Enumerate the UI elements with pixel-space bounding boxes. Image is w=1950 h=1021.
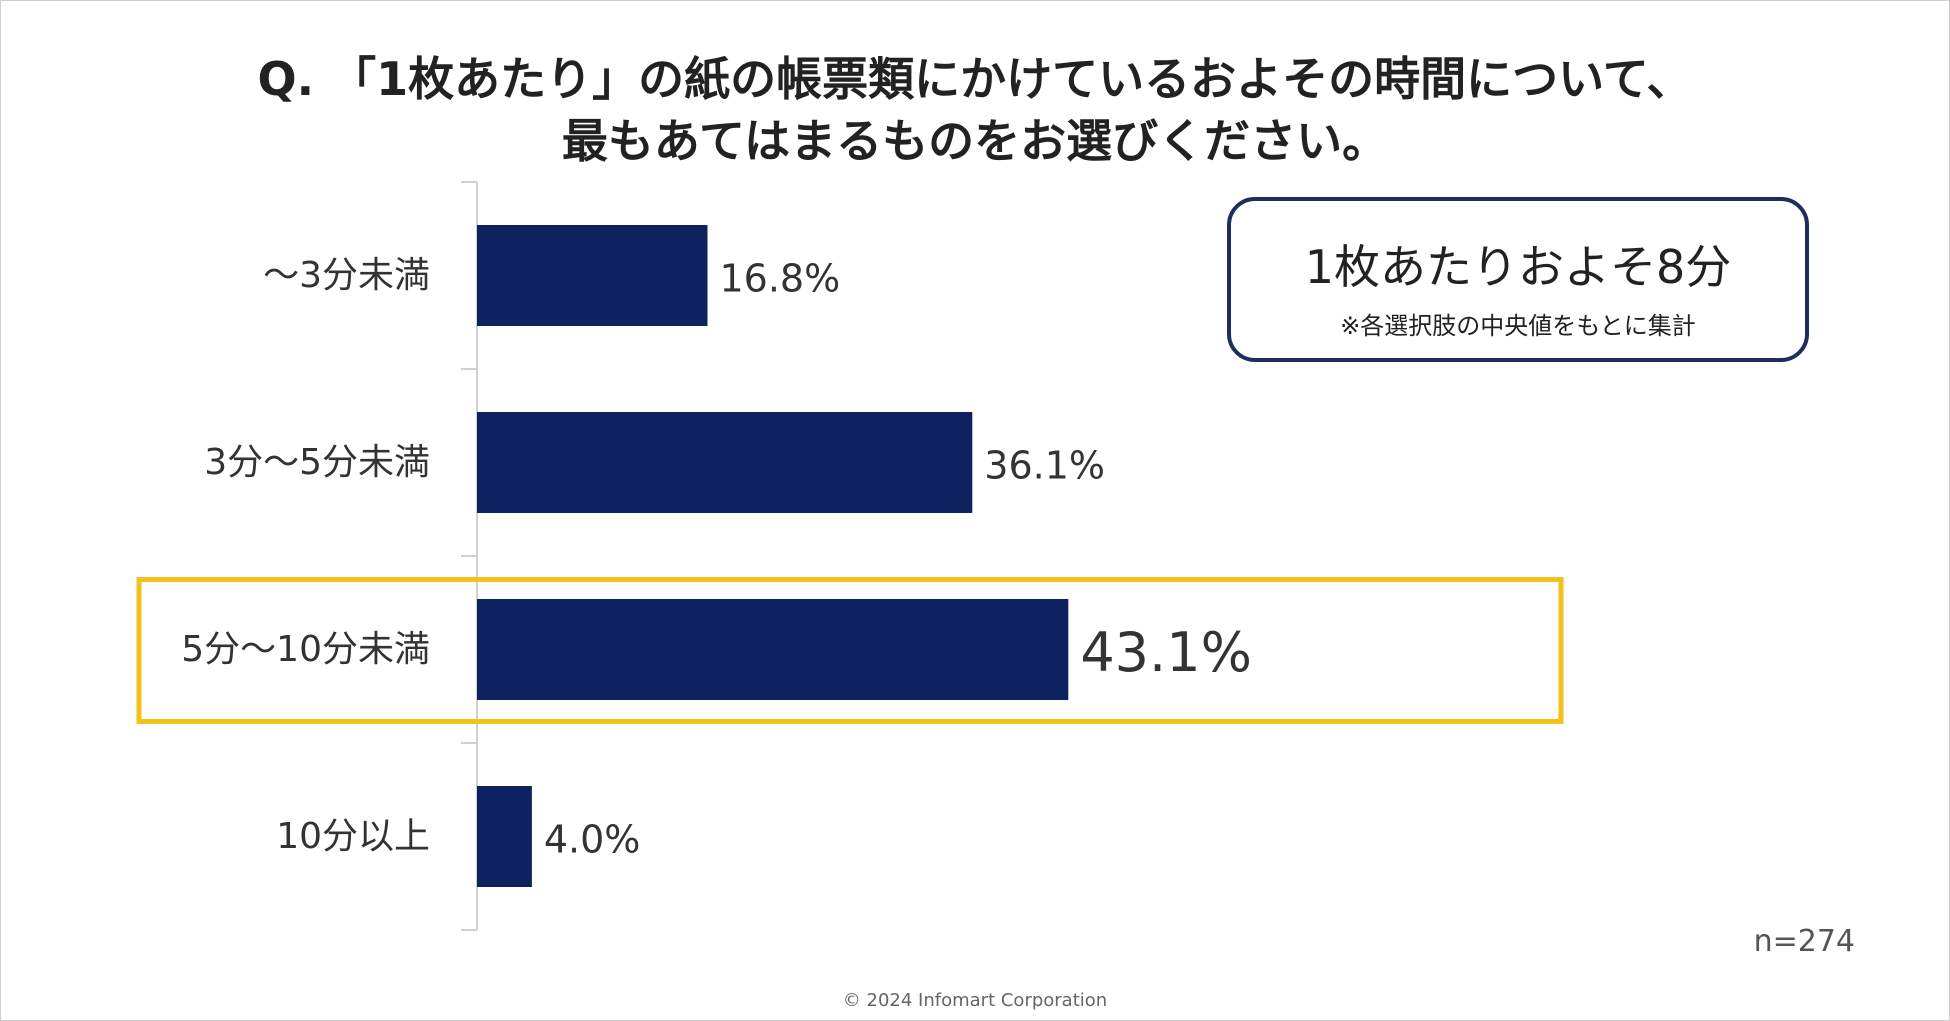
summary-callout: 1枚あたりおよそ8分 ※各選択肢の中央値をもとに集計 [1227, 197, 1809, 362]
callout-main-text: 1枚あたりおよそ8分 [1304, 240, 1732, 294]
bar [477, 786, 532, 887]
copyright-text: © 2024 Infomart Corporation [842, 990, 1108, 1011]
highlight-box [136, 577, 1564, 724]
bar [477, 225, 708, 326]
category-label: 〜3分未満 [263, 255, 430, 296]
category-label: 10分以上 [276, 816, 430, 857]
category-label: 3分〜5分未満 [204, 442, 430, 483]
bar [477, 599, 1069, 700]
callout-note-text: ※各選択肢の中央値をもとに集計 [1340, 312, 1696, 340]
sample-size-label: n=274 [1753, 924, 1855, 959]
data-label: 16.8% [719, 257, 840, 301]
chart-title: Q. 「1枚あたり」の紙の帳票類にかけているおよその時間について、 最もあてはま… [0, 48, 1950, 172]
title-line-2: 最もあてはまるものをお選びください。 [561, 114, 1389, 168]
data-label: 4.0% [544, 818, 641, 862]
bar [477, 412, 973, 513]
data-label: 36.1% [984, 444, 1105, 488]
title-line-1: Q. 「1枚あたり」の紙の帳票類にかけているおよその時間について、 [257, 52, 1693, 106]
category-label: 5分〜10分未満 [181, 629, 430, 670]
data-label: 43.1% [1080, 621, 1252, 684]
